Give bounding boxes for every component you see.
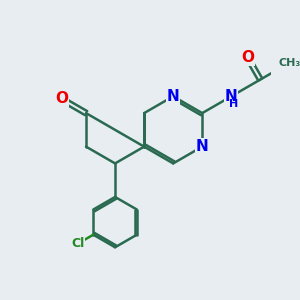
Text: O: O	[55, 91, 68, 106]
Text: O: O	[241, 50, 254, 65]
Text: N: N	[196, 139, 208, 154]
Text: Cl: Cl	[72, 237, 85, 250]
Text: N: N	[167, 89, 180, 104]
Text: N: N	[225, 89, 238, 104]
Text: CH₃: CH₃	[278, 58, 300, 68]
Text: H: H	[229, 99, 239, 109]
